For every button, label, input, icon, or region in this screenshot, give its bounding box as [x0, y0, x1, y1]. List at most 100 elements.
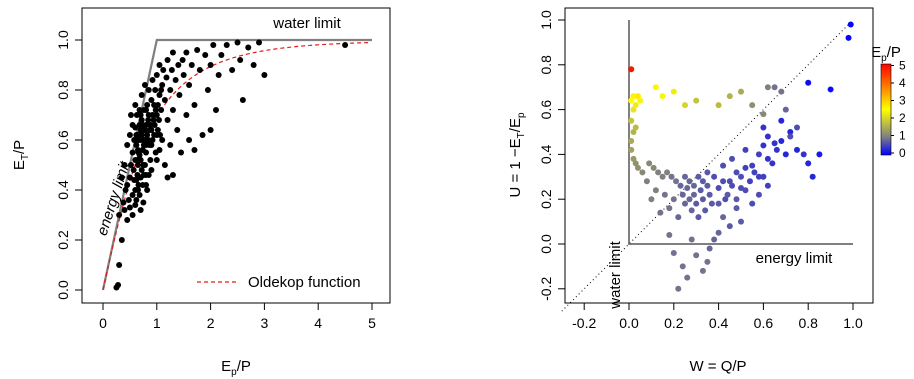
data-points [628, 21, 854, 292]
data-point [133, 197, 140, 203]
y-tick-label: 1.0 [55, 30, 71, 50]
right-panel: -0.2 0.0 0.2 0.4 0.6 0.8 1.0 -0.2 0.0 0.2 0.4 0.6 0.… [507, 7, 906, 375]
data-point [191, 147, 198, 153]
data-point [715, 200, 722, 207]
x-axis-label: W = Q/P [689, 358, 746, 375]
colorbar-ticks: 0 1 2 3 4 5 [891, 59, 906, 160]
data-point [139, 182, 146, 188]
data-point [738, 88, 744, 95]
data-point [686, 178, 693, 185]
data-point [164, 174, 171, 181]
data-point [148, 127, 155, 133]
data-point [145, 117, 152, 123]
data-point [670, 88, 677, 95]
data-point [704, 258, 711, 265]
data-point [845, 34, 852, 41]
data-point [749, 102, 756, 109]
data-point [154, 102, 161, 108]
data-point [684, 274, 691, 281]
data-point [126, 132, 133, 138]
data-point [148, 97, 155, 103]
data-point [632, 124, 639, 131]
data-point [153, 72, 160, 78]
data-point [634, 164, 641, 171]
data-point [133, 142, 140, 148]
colorbar-tick-label: 1 [899, 129, 906, 143]
data-point [183, 49, 190, 56]
data-point [634, 93, 641, 100]
x-tick-label: -0.2 [572, 315, 596, 331]
data-point [787, 129, 794, 135]
data-point [141, 127, 148, 133]
data-point [751, 169, 758, 176]
data-point [794, 146, 800, 153]
data-point [156, 62, 163, 68]
data-point [643, 178, 650, 185]
data-point [135, 182, 142, 188]
limit-lines [101, 38, 372, 291]
data-point [646, 160, 653, 167]
data-point [699, 196, 706, 203]
data-point [215, 72, 222, 78]
data-point [131, 137, 138, 143]
data-point [179, 57, 186, 63]
data-point [764, 133, 771, 140]
data-point [805, 79, 812, 86]
data-point [152, 107, 159, 113]
colorbar-tick-label: 5 [899, 59, 906, 73]
data-point [157, 132, 164, 138]
legend-label: Oldekop function [248, 274, 361, 291]
data-point [675, 285, 682, 292]
data-point [632, 102, 639, 109]
data-point [661, 191, 668, 198]
data-point [136, 152, 143, 158]
data-point [782, 151, 789, 158]
data-point [143, 149, 150, 156]
data-point [771, 84, 778, 91]
data-point [809, 173, 816, 180]
data-point [704, 169, 711, 176]
y-axis-label: ET/P [11, 140, 31, 170]
data-point [682, 173, 688, 180]
data-point [130, 167, 137, 173]
plot-frame [81, 7, 391, 304]
data-point [816, 151, 823, 158]
data-point [118, 237, 125, 243]
data-point [153, 157, 160, 163]
data-point [670, 196, 677, 203]
colorbar-tick-label: 3 [899, 94, 906, 108]
colorbar-gradient [880, 63, 892, 156]
x-axis-label: Ep/P [221, 358, 251, 378]
data-point [145, 137, 152, 143]
data-point [134, 147, 141, 153]
data-point [733, 196, 740, 203]
data-point [686, 196, 693, 203]
data-point [755, 191, 762, 198]
data-point [132, 102, 139, 108]
data-point [724, 191, 731, 198]
y-tick-label: 0.4 [55, 180, 71, 200]
x-tick-label: 4 [314, 315, 322, 331]
data-point [176, 92, 183, 98]
data-point [720, 178, 727, 185]
data-point [237, 57, 244, 63]
data-point [245, 44, 252, 51]
x-tick-label: 0.0 [619, 315, 639, 331]
water-limit-label: water limit [272, 15, 341, 32]
data-point [234, 39, 241, 46]
data-point [194, 47, 201, 53]
data-point [163, 74, 170, 81]
data-point [706, 245, 713, 252]
data-point [668, 173, 675, 180]
data-point [648, 196, 655, 203]
data-point [773, 146, 780, 153]
data-point [800, 151, 807, 158]
x-tick-label: 0.6 [754, 315, 774, 331]
colorbar-tick-label: 0 [899, 146, 906, 160]
y-tick-label: 1.0 [538, 10, 554, 30]
data-point [164, 57, 171, 63]
data-point [126, 204, 133, 211]
y-tick-label: 0.2 [55, 230, 71, 250]
data-point [637, 97, 644, 104]
data-point [136, 192, 143, 198]
